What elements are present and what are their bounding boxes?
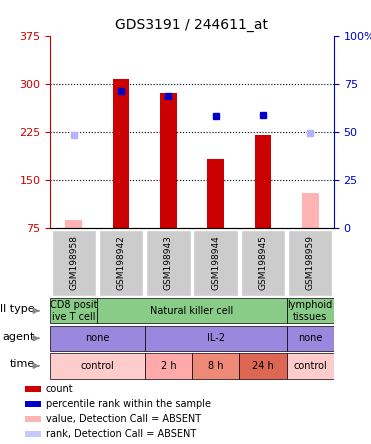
Text: lymphoid
tissues: lymphoid tissues [288, 300, 333, 321]
Bar [146, 230, 191, 296]
Text: percentile rank within the sample: percentile rank within the sample [46, 399, 211, 409]
Text: GSM198942: GSM198942 [116, 235, 125, 290]
Text: IL-2: IL-2 [207, 333, 225, 343]
Bar [52, 230, 96, 296]
Bar [207, 159, 224, 228]
Bar [302, 193, 319, 228]
Bar [99, 230, 143, 296]
Text: agent: agent [2, 332, 35, 342]
Text: GSM198958: GSM198958 [69, 235, 78, 290]
Text: CD8 posit
ive T cell: CD8 posit ive T cell [50, 300, 98, 321]
Text: GSM198944: GSM198944 [211, 235, 220, 290]
Bar [287, 353, 334, 379]
Text: none: none [85, 333, 109, 343]
Text: 24 h: 24 h [252, 361, 274, 371]
Bar [145, 325, 287, 351]
Text: 2 h: 2 h [161, 361, 176, 371]
Bar [288, 230, 332, 296]
Bar [145, 353, 192, 379]
Text: GSM198959: GSM198959 [306, 235, 315, 290]
Text: count: count [46, 385, 73, 394]
Text: cell type: cell type [0, 305, 35, 314]
Bar [25, 386, 41, 392]
Bar [113, 79, 129, 228]
Text: control: control [293, 361, 327, 371]
Bar [25, 416, 41, 422]
Text: value, Detection Call = ABSENT: value, Detection Call = ABSENT [46, 414, 201, 424]
Text: rank, Detection Call = ABSENT: rank, Detection Call = ABSENT [46, 429, 196, 439]
Bar [50, 298, 98, 324]
Bar [193, 230, 238, 296]
Text: 8 h: 8 h [208, 361, 223, 371]
Text: control: control [81, 361, 114, 371]
Bar [241, 230, 285, 296]
Title: GDS3191 / 244611_at: GDS3191 / 244611_at [115, 18, 269, 32]
Bar [255, 135, 271, 228]
Bar [50, 353, 145, 379]
Bar [192, 353, 239, 379]
Text: GSM198945: GSM198945 [259, 235, 267, 290]
Bar [50, 325, 145, 351]
Text: none: none [298, 333, 322, 343]
Bar [25, 401, 41, 407]
Text: time: time [10, 360, 35, 369]
Bar [65, 220, 82, 228]
Bar [25, 431, 41, 437]
Bar [287, 298, 334, 324]
Text: GSM198943: GSM198943 [164, 235, 173, 290]
Text: Natural killer cell: Natural killer cell [150, 306, 234, 316]
Bar [98, 298, 287, 324]
Bar [239, 353, 287, 379]
Bar [287, 325, 334, 351]
Bar [160, 93, 177, 228]
